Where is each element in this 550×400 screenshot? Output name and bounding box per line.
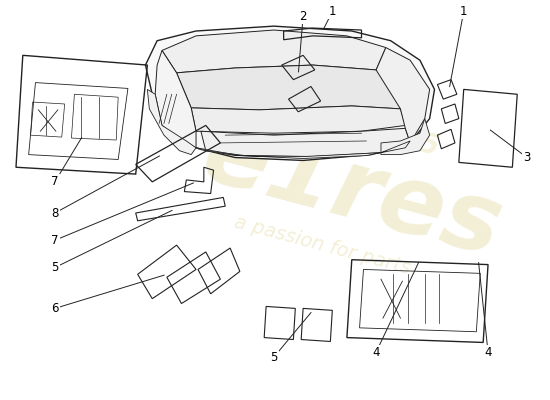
Text: a passion for parts: a passion for parts	[232, 212, 413, 278]
Polygon shape	[191, 106, 405, 133]
Text: e1res: e1res	[192, 107, 512, 276]
Text: 8: 8	[51, 206, 59, 220]
Text: 4: 4	[372, 346, 380, 359]
Polygon shape	[147, 89, 196, 155]
Text: 7: 7	[51, 234, 59, 247]
Text: 1: 1	[460, 5, 467, 18]
Polygon shape	[177, 65, 410, 110]
Text: 2: 2	[299, 10, 307, 23]
Polygon shape	[145, 26, 434, 160]
Text: 1: 1	[328, 5, 336, 18]
Polygon shape	[162, 30, 386, 73]
Polygon shape	[381, 118, 430, 155]
Text: 6: 6	[51, 302, 59, 315]
Text: 85: 85	[398, 124, 442, 162]
Polygon shape	[155, 50, 196, 148]
Polygon shape	[376, 48, 430, 143]
Text: 5: 5	[270, 350, 278, 364]
Text: 3: 3	[523, 151, 531, 164]
Polygon shape	[196, 141, 410, 158]
Text: 4: 4	[485, 346, 492, 359]
Polygon shape	[201, 128, 410, 156]
Text: 7: 7	[51, 175, 59, 188]
Text: 5: 5	[51, 261, 59, 274]
